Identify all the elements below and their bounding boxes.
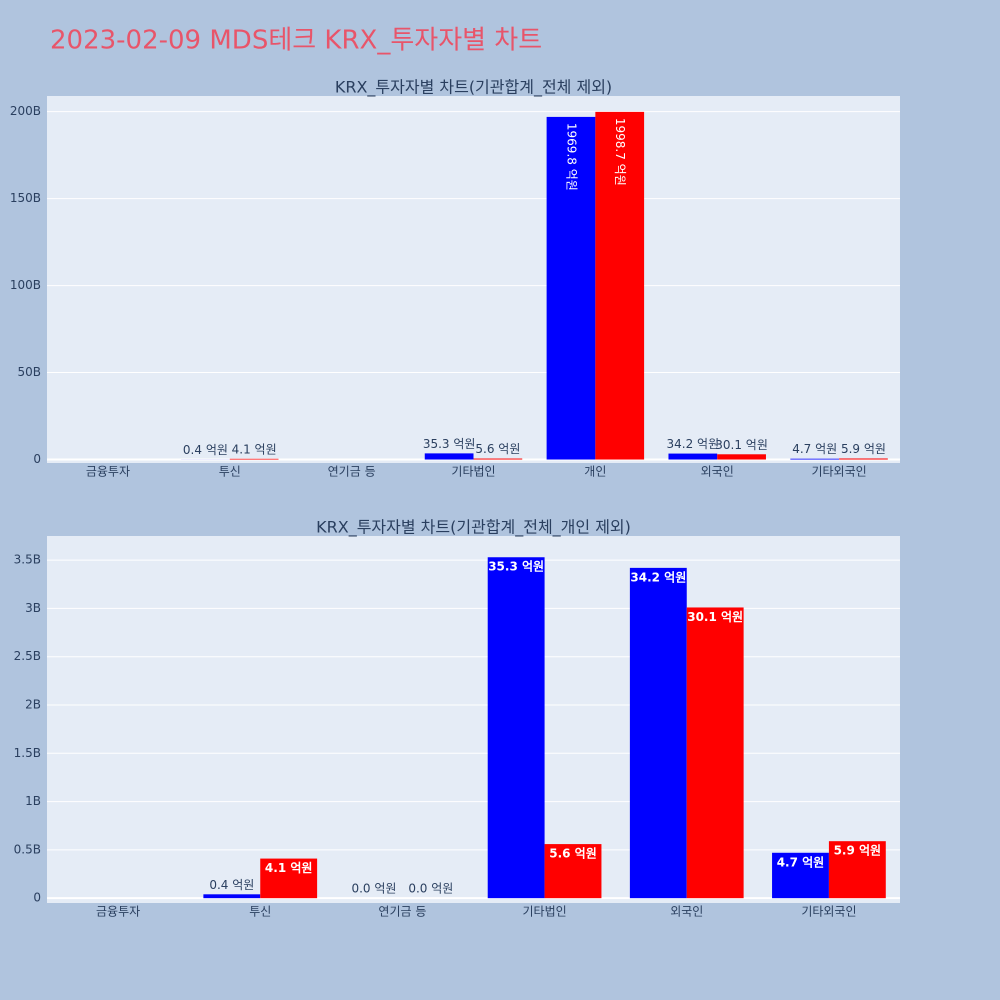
value-label: 5.9 억원 xyxy=(834,844,882,858)
bar xyxy=(717,454,766,460)
bar xyxy=(772,852,829,899)
x-tick-label: 기타외국인 xyxy=(801,905,856,919)
x-tick-label: 기타법인 xyxy=(451,465,495,479)
y-tick-label: 1B xyxy=(25,794,41,808)
value-label: 35.3 억원 xyxy=(423,437,476,451)
chart-title: KRX_투자자별 차트(기관합계_전체 제외) xyxy=(335,78,612,98)
bar xyxy=(473,458,523,460)
bar xyxy=(424,453,474,460)
value-label: 30.1 억원 xyxy=(687,610,743,624)
bar xyxy=(544,844,602,899)
value-label: 1969.8 억원 xyxy=(564,123,578,191)
y-tick-label: 0.5B xyxy=(14,842,41,856)
y-tick-label: 1.5B xyxy=(14,746,41,760)
bar xyxy=(839,458,888,460)
value-label: 1998.7 억원 xyxy=(613,118,627,186)
y-tick-label: 200B xyxy=(10,104,41,118)
x-tick-label: 외국인 xyxy=(670,905,703,919)
y-tick-label: 2B xyxy=(25,698,41,712)
bar xyxy=(790,458,840,460)
plot-area xyxy=(47,536,900,903)
value-label: 5.6 억원 xyxy=(549,847,597,861)
y-tick-label: 3.5B xyxy=(14,553,41,567)
bar xyxy=(686,607,744,899)
value-label: 35.3 억원 xyxy=(488,560,544,574)
value-label: 34.2 억원 xyxy=(630,570,686,584)
x-tick-label: 개인 xyxy=(584,465,606,479)
value-label: 30.1 억원 xyxy=(715,438,768,452)
value-label: 0.4 억원 xyxy=(183,443,228,457)
y-tick-label: 50B xyxy=(17,365,41,379)
bar xyxy=(229,458,279,460)
page-title: 2023-02-09 MDS테크 KRX_투자자별 차트 xyxy=(50,26,542,56)
bar xyxy=(595,111,645,460)
value-label: 0.4 억원 xyxy=(209,878,254,892)
y-tick-label: 150B xyxy=(10,191,41,205)
value-label: 5.9 억원 xyxy=(841,442,886,456)
y-tick-label: 0 xyxy=(33,452,41,466)
bar xyxy=(546,116,596,460)
bar xyxy=(260,858,318,899)
value-label: 5.6 억원 xyxy=(475,442,520,456)
bar xyxy=(487,557,545,899)
y-tick-label: 100B xyxy=(10,278,41,292)
bar xyxy=(668,453,718,460)
bar xyxy=(203,894,261,899)
value-label: 4.1 억원 xyxy=(232,442,277,456)
x-tick-label: 기타외국인 xyxy=(811,465,866,479)
x-tick-label: 금융투자 xyxy=(86,465,130,479)
y-tick-label: 3B xyxy=(25,601,41,615)
y-tick-label: 2.5B xyxy=(14,649,41,663)
x-tick-label: 투신 xyxy=(219,465,241,479)
x-tick-label: 외국인 xyxy=(701,465,734,479)
value-label: 4.7 억원 xyxy=(792,442,837,456)
x-tick-label: 금융투자 xyxy=(96,905,140,919)
value-label: 4.1 억원 xyxy=(265,861,313,875)
value-label: 0.0 억원 xyxy=(408,882,453,896)
bar xyxy=(629,567,687,899)
plot-area xyxy=(47,96,900,463)
x-tick-label: 기타법인 xyxy=(522,905,566,919)
x-tick-label: 연기금 등 xyxy=(378,905,426,919)
y-tick-label: 0 xyxy=(33,891,41,905)
value-label: 0.0 억원 xyxy=(351,882,396,896)
value-label: 4.7 억원 xyxy=(777,855,825,869)
bar xyxy=(828,841,886,899)
x-tick-label: 투신 xyxy=(249,905,271,919)
x-tick-label: 연기금 등 xyxy=(328,465,376,479)
chart-title: KRX_투자자별 차트(기관합계_전체_개인 제외) xyxy=(316,518,631,538)
value-label: 34.2 억원 xyxy=(667,437,720,451)
